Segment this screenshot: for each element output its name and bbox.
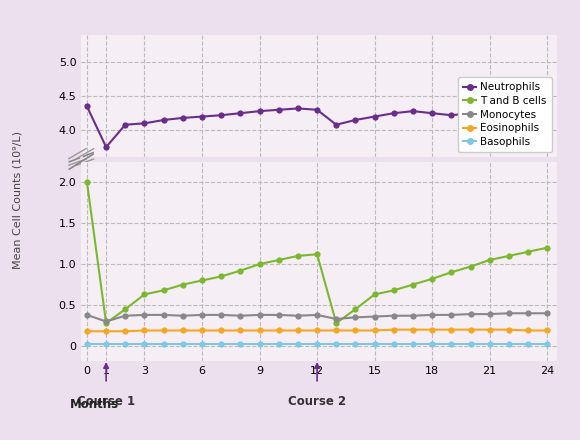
Text: Months: Months	[70, 398, 119, 411]
Text: Course 1: Course 1	[77, 395, 135, 408]
Text: Mean Cell Counts (10⁹/L): Mean Cell Counts (10⁹/L)	[12, 131, 23, 269]
Text: Course 2: Course 2	[288, 395, 346, 408]
Legend: Neutrophils, T and B cells, Monocytes, Eosinophils, Basophils: Neutrophils, T and B cells, Monocytes, E…	[458, 77, 552, 152]
